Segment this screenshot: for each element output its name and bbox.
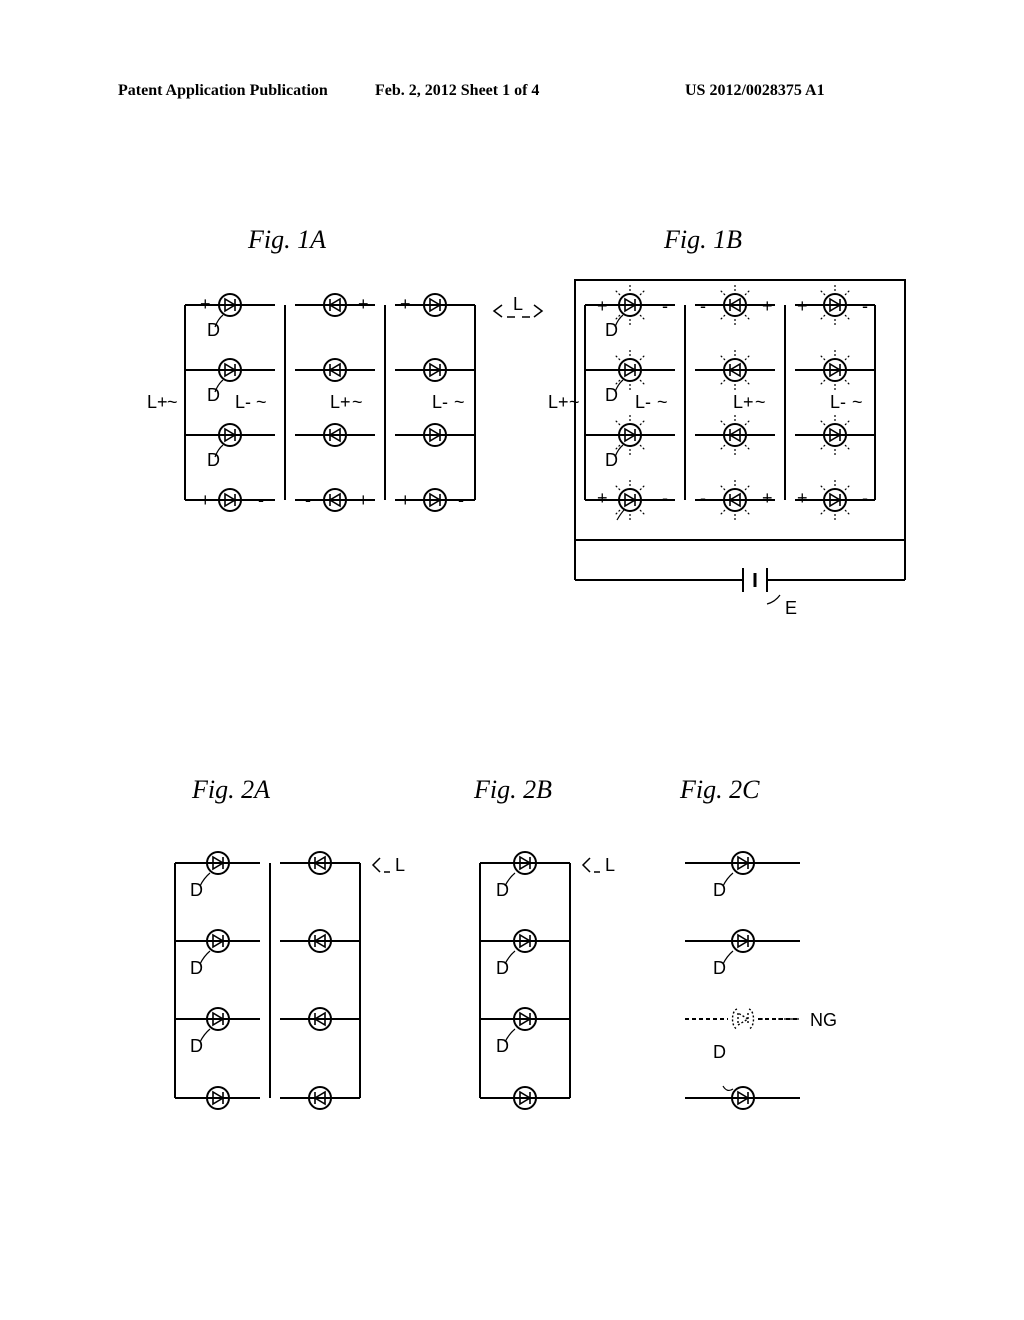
fig1b-lplus: L+ xyxy=(548,392,569,413)
header-doc-number: US 2012/0028375 A1 xyxy=(685,82,825,100)
fig-1a-svg xyxy=(155,275,485,565)
l-label-2b: L xyxy=(605,855,615,876)
fig1a-lplus2: L+ xyxy=(330,392,351,413)
fig1a-minus-1: - xyxy=(258,294,264,315)
fig1b-plus-b2: + xyxy=(762,488,773,509)
fig1a-lminus: L- xyxy=(235,392,251,413)
fig1b-t1: ~ xyxy=(569,392,580,413)
fig1b-lminus2: L- xyxy=(830,392,846,413)
fig1a-minus-b3: - xyxy=(458,490,464,511)
fig1b-plus-3: + xyxy=(797,296,808,317)
fig-2c-svg xyxy=(660,838,840,1138)
fig1b-minus-b2: - xyxy=(700,488,706,509)
page: Patent Application Publication Feb. 2, 2… xyxy=(0,0,1024,1320)
fig1a-d3: D xyxy=(207,450,220,471)
fig2c-d2: D xyxy=(713,958,726,979)
fig2c-d4: D xyxy=(713,1042,726,1063)
l-label-1: L xyxy=(513,294,523,315)
fig2c-d1: D xyxy=(713,880,726,901)
fig-2b-svg xyxy=(455,838,595,1138)
fig1b-minus-b3: - xyxy=(862,488,868,509)
fig1a-minus-b2: - xyxy=(305,490,311,511)
fig1a-tilde1: ~ xyxy=(167,392,178,413)
fig1b-minus-1: - xyxy=(662,296,668,317)
fig2a-d3: D xyxy=(190,1036,203,1057)
fig1b-plus-b3: + xyxy=(797,488,808,509)
fig1a-minus-3: - xyxy=(458,294,464,315)
fig1a-tilde3: ~ xyxy=(352,392,363,413)
fig1a-plus-b1: + xyxy=(200,490,211,511)
fig-1b-title: Fig. 1B xyxy=(664,225,742,255)
fig1b-t2: ~ xyxy=(657,392,668,413)
fig1b-lplus2: L+ xyxy=(733,392,754,413)
fig1b-d1: D xyxy=(605,320,618,341)
fig1a-plus-b2: + xyxy=(358,490,369,511)
fig-2b-title: Fig. 2B xyxy=(474,775,552,805)
fig1a-tilde4: ~ xyxy=(454,392,465,413)
fig1b-E: E xyxy=(785,598,797,619)
fig1b-t4: ~ xyxy=(852,392,863,413)
fig-2a-svg xyxy=(150,838,380,1138)
fig1a-d2: D xyxy=(207,385,220,406)
header-sheet-info: Feb. 2, 2012 Sheet 1 of 4 xyxy=(375,82,539,100)
fig1a-plus-b3: + xyxy=(400,490,411,511)
fig1b-d3: D xyxy=(605,450,618,471)
fig2a-d2: D xyxy=(190,958,203,979)
fig-2a-title: Fig. 2A xyxy=(192,775,270,805)
l-label-2a: L xyxy=(395,855,405,876)
fig1a-plus-1: + xyxy=(200,294,211,315)
fig1b-minus-2: - xyxy=(700,296,706,317)
fig1b-plus-2: + xyxy=(762,296,773,317)
fig2a-d1: D xyxy=(190,880,203,901)
fig1a-lminus2: L- xyxy=(432,392,448,413)
fig1a-tilde2: ~ xyxy=(256,392,267,413)
fig2b-d3: D xyxy=(496,1036,509,1057)
fig1b-lminus: L- xyxy=(635,392,651,413)
fig1a-plus-2: + xyxy=(358,294,369,315)
fig1b-plus-1: + xyxy=(597,296,608,317)
fig2b-d1: D xyxy=(496,880,509,901)
fig2c-ng: NG xyxy=(810,1010,837,1031)
fig1a-plus-3: + xyxy=(400,294,411,315)
fig1a-minus-b1: - xyxy=(258,490,264,511)
fig1a-d1: D xyxy=(207,320,220,341)
fig1b-minus-b1: - xyxy=(662,488,668,509)
fig1a-minus-2: - xyxy=(305,294,311,315)
fig1b-t3: ~ xyxy=(755,392,766,413)
fig2b-d2: D xyxy=(496,958,509,979)
fig-1a-title: Fig. 1A xyxy=(248,225,326,255)
header-publication: Patent Application Publication xyxy=(118,82,328,100)
fig1b-minus-3: - xyxy=(862,296,868,317)
fig1a-lplus: L+ xyxy=(147,392,168,413)
fig-2c-title: Fig. 2C xyxy=(680,775,759,805)
fig1b-plus-b1: + xyxy=(597,488,608,509)
fig1b-d2: D xyxy=(605,385,618,406)
